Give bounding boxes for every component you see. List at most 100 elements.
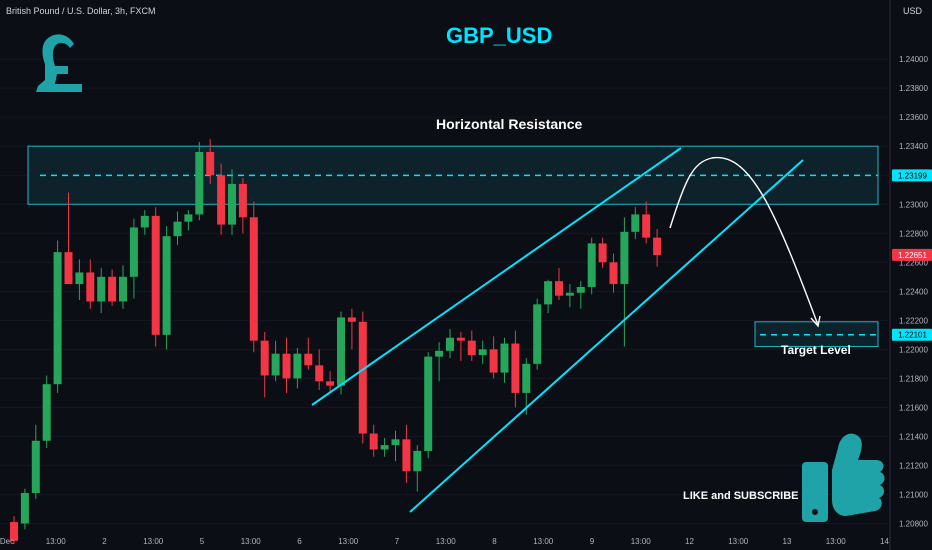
y-tick-label: 1.22200 xyxy=(899,316,928,325)
candle-body xyxy=(228,183,236,225)
y-tick-label: 1.22400 xyxy=(899,287,928,296)
candle-body xyxy=(217,175,226,225)
candle-body xyxy=(369,433,378,450)
price-tag xyxy=(892,328,932,341)
pound-sign-icon xyxy=(36,34,82,92)
candle-body xyxy=(97,276,106,302)
price-tags: 1.23199 1.22651 1.22101 xyxy=(892,169,932,341)
x-tick-label: 6 xyxy=(297,537,302,546)
channel-upper-line xyxy=(311,147,682,406)
candle-body xyxy=(358,321,367,434)
candle-body xyxy=(337,317,345,386)
price-tag-label: 1.22101 xyxy=(898,331,927,340)
candle-body xyxy=(533,304,542,364)
candle-body xyxy=(653,237,662,256)
candle-body xyxy=(195,152,204,215)
price-tag-label: 1.22651 xyxy=(898,251,927,260)
candle-body xyxy=(206,152,215,176)
x-tick-label: 13:00 xyxy=(46,537,67,546)
resistance-label: Horizontal Resistance xyxy=(436,116,583,132)
y-tick-label: 1.21200 xyxy=(899,461,928,470)
target-label: Target Level xyxy=(781,343,851,357)
x-tick-label: 2 xyxy=(102,537,107,546)
candle-body xyxy=(467,340,476,356)
candle-body xyxy=(184,214,193,222)
thumbs-up-icon xyxy=(802,433,885,522)
x-tick-label: 13:00 xyxy=(631,537,652,546)
symbol-header: British Pound / U.S. Dollar, 3h, FXCM xyxy=(6,6,156,16)
x-tick-label: 7 xyxy=(395,537,400,546)
cta-text: LIKE and SUBSCRIBE xyxy=(683,490,799,502)
candle-body xyxy=(75,272,84,285)
price-axis: 1.240001.238001.236001.234001.232001.230… xyxy=(899,55,928,528)
x-tick-label: 13:00 xyxy=(338,537,359,546)
candle-body xyxy=(282,353,291,379)
y-tick-label: 1.23400 xyxy=(899,142,928,151)
y-tick-label: 1.23800 xyxy=(899,84,928,93)
candle-body xyxy=(402,439,411,472)
y-tick-label: 1.21600 xyxy=(899,403,928,412)
candle-body xyxy=(380,445,389,450)
x-tick-label: 13:00 xyxy=(143,537,164,546)
candle-body xyxy=(86,272,95,302)
candle-body xyxy=(238,183,247,218)
candle-body xyxy=(260,340,269,376)
candle-body xyxy=(631,214,640,232)
candle-body xyxy=(413,450,422,472)
x-tick-label: 13 xyxy=(783,537,792,546)
chart-title: GBP_USD xyxy=(446,23,553,48)
candle-body xyxy=(140,215,149,228)
candle-body xyxy=(609,262,618,285)
candle-body xyxy=(315,365,324,382)
x-tick-label: 13:00 xyxy=(436,537,457,546)
candle-body xyxy=(587,243,596,287)
candle-body xyxy=(173,221,182,237)
candle-body xyxy=(304,353,313,366)
price-tag xyxy=(892,169,932,182)
candle-body xyxy=(424,356,433,451)
drawings xyxy=(311,147,821,513)
zones xyxy=(27,145,879,347)
y-tick-label: 1.21400 xyxy=(899,432,928,441)
candle-body xyxy=(42,384,51,441)
candle-body xyxy=(391,439,400,446)
candle-body xyxy=(64,252,73,285)
candle-body xyxy=(119,276,127,302)
candle-body xyxy=(162,236,171,335)
candle-body xyxy=(598,243,607,263)
candle-body xyxy=(522,363,531,393)
candle-body xyxy=(511,343,520,393)
time-axis: Dec 13:00 2 13:00 5 13:00 6 13:00 7 13:00 8 13:00 9 1… xyxy=(0,537,889,546)
candle-body xyxy=(620,231,629,285)
candle-body xyxy=(544,281,553,305)
candle-body xyxy=(326,381,335,386)
candle-body xyxy=(576,286,585,293)
x-tick-label: Dec xyxy=(0,537,14,546)
candle-body xyxy=(20,493,29,524)
candle-body xyxy=(555,281,563,296)
candles xyxy=(10,138,662,544)
price-tag xyxy=(892,248,932,261)
candle-body xyxy=(53,252,62,385)
x-tick-label: 12 xyxy=(685,537,694,546)
candle-body xyxy=(151,215,160,335)
y-tick-label: 1.20800 xyxy=(899,519,928,528)
channel-lower-line xyxy=(409,159,804,513)
candle-body xyxy=(565,292,574,296)
y-tick-label: 1.21000 xyxy=(899,490,928,499)
candle-body xyxy=(129,227,138,277)
projection-arrowhead xyxy=(810,315,821,328)
y-tick-label: 1.24000 xyxy=(899,55,928,64)
candle-body xyxy=(500,343,509,373)
x-tick-label: 9 xyxy=(590,537,595,546)
y-tick-label: 1.22800 xyxy=(899,229,928,238)
candle-body xyxy=(108,276,117,302)
y-tick-label: 1.21800 xyxy=(899,374,928,383)
candle-body xyxy=(293,353,302,379)
y-tick-label: 1.22000 xyxy=(899,345,928,354)
x-tick-label: 13:00 xyxy=(533,537,554,546)
price-tag-label: 1.23199 xyxy=(898,171,927,180)
y-tick-label: 1.22600 xyxy=(899,258,928,267)
